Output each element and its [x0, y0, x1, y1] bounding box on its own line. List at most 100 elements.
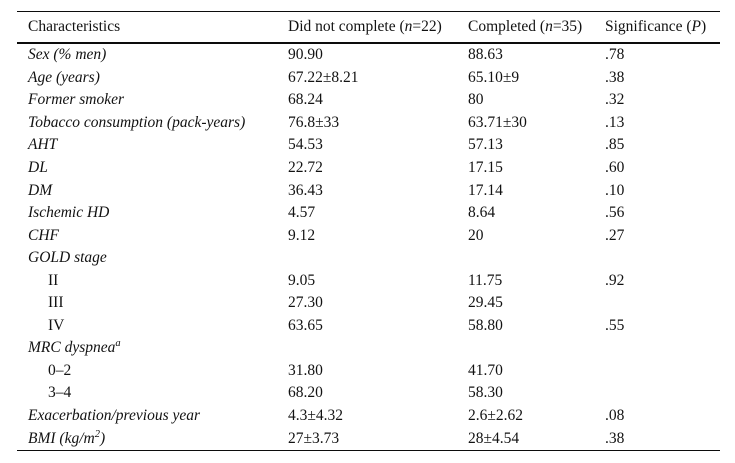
did-not-complete-value: 22.72 [288, 159, 323, 176]
did-not-complete-value: 27±3.73 [288, 429, 340, 447]
p-value: .85 [605, 136, 625, 154]
table-row: BMI (kg/m2) 27±3.73 28±4.54 .38 [17, 427, 720, 450]
header-text: Significance ( [605, 18, 692, 35]
table-row: DL 22.72 17.15 .60 [17, 157, 720, 180]
completed-value: 2.6±2.62 [468, 407, 524, 425]
table-row: DM 36.43 17.14 .10 [17, 179, 720, 202]
did-not-complete-value: 36.43 [288, 181, 323, 199]
table-row: Ischemic HD 4.57 8.64 .56 [17, 202, 720, 225]
did-not-complete-value: 54.53 [288, 136, 323, 154]
row-label: BMI (kg/m2) [28, 428, 106, 447]
did-not-complete-value: 63.65 [288, 316, 323, 334]
completed-value: 63.71±30 [468, 113, 527, 131]
did-not-complete-value: 9.05 [288, 271, 316, 289]
header-text: =35) [552, 18, 583, 35]
p-value: .78 [605, 46, 625, 64]
header-italic-part: n [545, 18, 553, 35]
did-not-complete-value: 68.24 [288, 91, 323, 109]
completed-value: 29.45 [468, 294, 503, 312]
table-subrow: IV 63.65 58.80 .55 [17, 315, 720, 338]
table-subrow: 3–4 68.20 58.30 [17, 382, 720, 405]
characteristics-table-container: Characteristics Did not complete (n=22) … [17, 11, 720, 451]
p-value [605, 337, 720, 360]
completed-value: 58.80 [468, 316, 503, 334]
row-label: 3–4 [48, 384, 72, 402]
header-text: Characteristics [28, 18, 121, 35]
completed-value: 58.30 [468, 384, 503, 402]
p-value: .13 [605, 113, 625, 131]
row-label: Tobacco consumption (pack-years) [28, 113, 246, 131]
p-value: .56 [605, 204, 625, 222]
did-not-complete-value [288, 247, 468, 270]
row-label: Sex (% men) [28, 46, 107, 64]
row-label: CHF [28, 226, 59, 244]
p-value: .10 [605, 181, 625, 199]
row-label: GOLD stage [28, 249, 107, 267]
did-not-complete-value: 4.57 [288, 204, 316, 222]
did-not-complete-value: 31.80 [288, 361, 323, 379]
p-value [605, 247, 720, 270]
header-italic-part: n [404, 18, 413, 35]
table-row-group-header: GOLD stage [17, 247, 720, 270]
row-label: III [48, 294, 64, 312]
p-value: .55 [605, 316, 625, 334]
header-text: =22) [412, 18, 442, 35]
row-label: Exacerbation/previous year [28, 407, 201, 425]
did-not-complete-value: 4.3±4.32 [288, 407, 344, 425]
header-italic-part: P [691, 18, 701, 35]
table-row: Former smoker 68.24 80 .32 [17, 89, 720, 112]
completed-value: 8.64 [468, 204, 496, 222]
completed-value: 88.63 [468, 46, 503, 64]
table-row: Age (years) 67.22±8.21 65.10±9 .38 [17, 67, 720, 90]
row-label: DL [28, 159, 48, 176]
did-not-complete-value: 68.20 [288, 384, 323, 402]
superscript: 2 [94, 428, 100, 440]
row-label: DM [28, 181, 53, 199]
completed-value [468, 337, 605, 360]
completed-value: 28±4.54 [468, 429, 520, 447]
p-value: .27 [605, 226, 625, 244]
completed-value: 41.70 [468, 361, 503, 379]
table-row: CHF 9.12 20 .27 [17, 224, 720, 247]
row-label: Former smoker [28, 91, 124, 109]
did-not-complete-value: 76.8±33 [288, 113, 340, 131]
header-text: ) [700, 18, 707, 35]
table-row: Sex (% men) 90.90 88.63 .78 [17, 43, 720, 67]
row-label: MRC dyspneaa [28, 338, 121, 357]
completed-value: 65.10±9 [468, 68, 520, 86]
did-not-complete-value [288, 337, 468, 360]
header-text: Did not complete ( [288, 18, 405, 35]
p-value [605, 292, 720, 315]
row-label: II [48, 271, 59, 289]
did-not-complete-value: 27.30 [288, 294, 323, 312]
completed-value: 80 [468, 91, 484, 109]
column-header-characteristics: Characteristics [17, 11, 288, 44]
did-not-complete-value: 9.12 [288, 226, 316, 244]
p-value: .60 [605, 159, 625, 176]
row-label: Ischemic HD [28, 204, 110, 222]
table-subrow: III 27.30 29.45 [17, 292, 720, 315]
column-header-significance: Significance (P) [605, 11, 720, 44]
column-header-did-not-complete: Did not complete (n=22) [288, 11, 468, 44]
row-label: Age (years) [28, 68, 100, 86]
table-row: Exacerbation/previous year 4.3±4.32 2.6±… [17, 405, 720, 428]
column-header-completed: Completed (n=35) [468, 11, 605, 44]
table-row: AHT 54.53 57.13 .85 [17, 134, 720, 157]
did-not-complete-value: 90.90 [288, 46, 323, 64]
row-label: IV [48, 316, 65, 334]
table-subrow: II 9.05 11.75 .92 [17, 269, 720, 292]
completed-value: 20 [468, 226, 484, 244]
completed-value [468, 247, 605, 270]
p-value: .92 [605, 271, 625, 289]
table-row-group-header: MRC dyspneaa [17, 337, 720, 360]
superscript: a [115, 338, 121, 350]
p-value: .38 [605, 429, 625, 447]
header-row: Characteristics Did not complete (n=22) … [17, 11, 720, 44]
row-label: AHT [28, 136, 58, 154]
p-value [605, 360, 720, 383]
completed-value: 11.75 [468, 271, 503, 289]
completed-value: 17.15 [468, 159, 503, 176]
did-not-complete-value: 67.22±8.21 [288, 68, 359, 86]
p-value [605, 382, 720, 405]
p-value: .32 [605, 91, 625, 109]
